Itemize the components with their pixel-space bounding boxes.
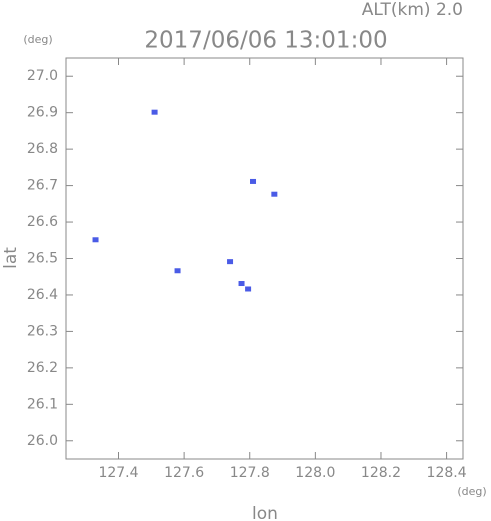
y-tick-label: 27.0: [27, 68, 58, 84]
y-tick-label: 26.6: [27, 214, 58, 230]
data-point: [245, 286, 252, 292]
data-point: [238, 281, 245, 287]
x-tick-label: 128.2: [361, 465, 401, 481]
y-tick-label: 26.1: [27, 396, 58, 412]
x-unit: (deg): [457, 485, 486, 498]
data-point: [151, 109, 158, 115]
data-point: [174, 268, 181, 274]
x-tick-label: 128.4: [427, 465, 467, 481]
y-tick-label: 26.0: [27, 433, 58, 449]
y-tick-label: 26.2: [27, 360, 58, 376]
chart-subtitle: ALT(km) 2.0: [362, 0, 463, 20]
x-tick-label: 127.8: [230, 465, 270, 481]
x-tick-label: 127.6: [164, 465, 204, 481]
y-axis-label: lat: [1, 247, 21, 269]
y-tick-label: 26.3: [27, 323, 58, 339]
plot-frame: [65, 57, 464, 460]
x-tick-label: 128.0: [295, 465, 335, 481]
x-axis-label: lon: [252, 504, 278, 521]
data-point: [92, 237, 99, 243]
data-point: [271, 191, 278, 197]
y-tick-label: 26.4: [27, 287, 58, 303]
y-tick-label: 26.8: [27, 141, 58, 157]
y-tick-label: 26.9: [27, 105, 58, 121]
x-tick-label: 127.4: [98, 465, 138, 481]
data-point: [227, 259, 234, 265]
y-tick-label: 26.5: [27, 251, 58, 267]
y-tick-label: 26.7: [27, 178, 58, 194]
data-point: [250, 178, 257, 184]
y-unit: (deg): [23, 33, 52, 46]
chart-title: 2017/06/06 13:01:00: [144, 28, 387, 54]
